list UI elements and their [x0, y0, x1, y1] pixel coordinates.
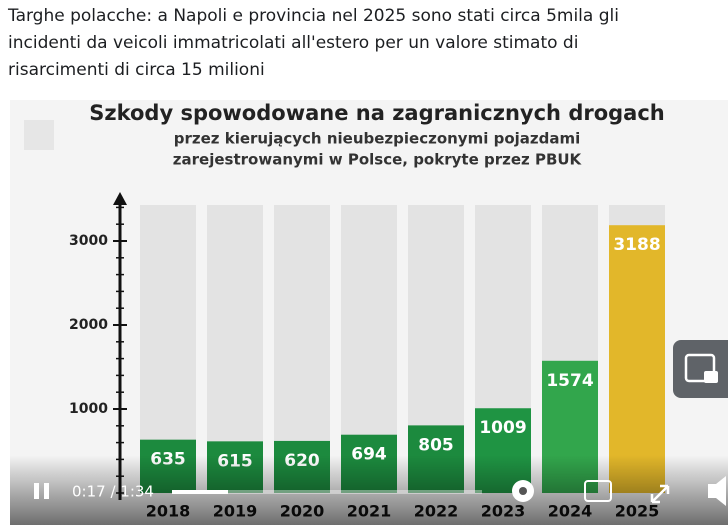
y-tick-label: 3000 — [69, 233, 108, 249]
volume-button[interactable] — [708, 476, 726, 506]
axis-arrow — [113, 192, 127, 205]
pip-button[interactable] — [673, 340, 728, 398]
pip-icon — [684, 353, 716, 383]
post-text: incidenti da veicoli immatricolati all'e… — [8, 33, 579, 53]
value-label: 1574 — [546, 371, 593, 391]
logo-placeholder — [24, 120, 54, 150]
chart-subtitle: zarejestrowanymi w Polsce, pokryte przez… — [173, 151, 583, 169]
value-label: 805 — [418, 435, 454, 455]
progress-track[interactable] — [172, 490, 482, 494]
time-display: 0:17 / 1:34 — [72, 483, 154, 501]
fullscreen-button[interactable] — [650, 484, 670, 504]
post-text: risarcimenti di circa 15 milioni — [8, 60, 265, 80]
pause-button[interactable] — [44, 483, 49, 499]
value-label: 3188 — [613, 235, 660, 255]
pause-button[interactable] — [34, 483, 39, 499]
bar — [609, 225, 665, 493]
y-tick-label: 1000 — [69, 401, 108, 417]
controls-shade — [10, 455, 728, 525]
progress-played — [172, 490, 228, 494]
chart-subtitle: przez kierujących nieubezpieczonymi poja… — [174, 130, 581, 148]
post-text: Targhe polacche: a Napoli e provincia ne… — [8, 6, 619, 26]
captions-button[interactable] — [584, 480, 612, 502]
y-tick-label: 2000 — [69, 317, 108, 333]
settings-icon — [519, 487, 527, 495]
value-label: 1009 — [479, 418, 526, 438]
pip-icon — [704, 371, 718, 383]
chart-title: Szkody spowodowane na zagranicznych drog… — [89, 101, 665, 125]
